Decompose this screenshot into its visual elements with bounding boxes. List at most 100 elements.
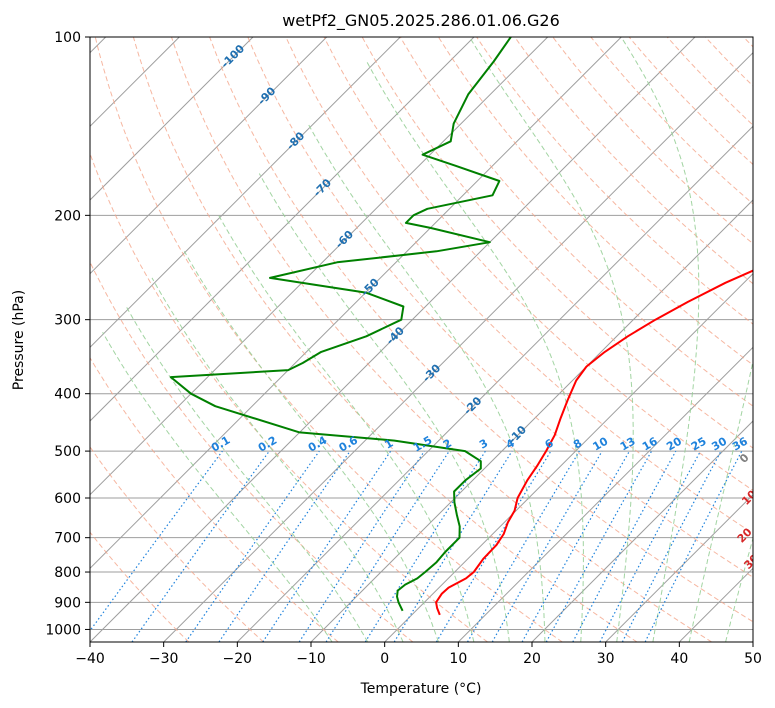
adiabat-label: 30 xyxy=(741,552,761,572)
y-tick-label: 600 xyxy=(54,491,81,507)
isotherm-line xyxy=(90,37,475,422)
dry-adiabat-line xyxy=(399,37,753,407)
isotherm-line xyxy=(531,420,753,642)
mixing-ratio-line xyxy=(545,450,653,642)
dry-adiabat-line xyxy=(704,37,753,87)
mixing-ratio-line xyxy=(90,450,223,632)
moist-adiabat-line xyxy=(725,536,753,642)
mixing-ratio-line xyxy=(572,450,677,642)
y-tick-label: 700 xyxy=(54,531,81,547)
x-tick-label: 20 xyxy=(523,651,541,667)
y-tick-label: 300 xyxy=(54,313,81,329)
dry-adiabat-line xyxy=(90,446,264,642)
y-tick-label: 500 xyxy=(54,444,81,460)
dry-adiabat-line xyxy=(437,37,753,366)
dry-adiabat-line xyxy=(209,37,753,623)
moist-adiabat-line xyxy=(366,61,584,642)
adiabat-label: 20 xyxy=(735,525,755,545)
isotherm-line xyxy=(384,272,753,642)
x-tick-label: −40 xyxy=(75,651,105,667)
adiabat-label: 40 xyxy=(765,580,775,600)
mixing-ratio-label: 1 xyxy=(382,437,395,452)
isotherm-line xyxy=(90,37,549,496)
dry-adiabat-line xyxy=(90,356,339,642)
y-tick-label: 400 xyxy=(54,387,81,403)
y-axis: 100 200 300 400 500 600 700 800 900 1000 xyxy=(45,30,90,638)
chart-title: wetPf2_GN05.2025.286.01.06.G26 xyxy=(282,11,560,31)
isotherm-line xyxy=(163,51,753,642)
dry-adiabat-line xyxy=(90,260,414,642)
plot-annotations: 0.1 0.2 0.4 0.6 1 1.5 2 3 4 6 8 10 13 16 20 25 30 36-100-… xyxy=(209,42,775,600)
dry-adiabat-line xyxy=(361,37,753,449)
mixing-ratio-line xyxy=(325,450,450,642)
dry-adiabat-line xyxy=(90,531,190,642)
isotherm-line xyxy=(310,199,753,642)
mixing-ratio-line xyxy=(521,450,631,642)
mixing-ratio-line xyxy=(599,450,702,642)
mixing-ratio-line xyxy=(218,450,351,642)
moist-adiabat-line xyxy=(151,277,404,642)
x-tick-label: 10 xyxy=(449,651,467,667)
x-tick-label: −10 xyxy=(296,651,326,667)
mixing-ratio-line xyxy=(621,450,722,642)
plot-background xyxy=(90,37,753,642)
isotherm-line xyxy=(605,493,753,642)
x-tick-label: 30 xyxy=(597,651,615,667)
dry-adiabat-line xyxy=(666,37,753,126)
dry-adiabat-line xyxy=(476,37,753,325)
dry-adiabat-line xyxy=(171,37,712,642)
moist-adiabat-line xyxy=(620,37,700,642)
isotherm-line xyxy=(90,37,254,201)
moist-adiabat-line xyxy=(307,123,546,642)
plot-series xyxy=(169,37,753,616)
plot-frame xyxy=(89,36,754,643)
isotherm-line xyxy=(90,37,696,642)
x-tick-label: −30 xyxy=(149,651,179,667)
x-axis: −40 −30 −20 −10 0 10 20 30 40 50 xyxy=(75,642,762,667)
moist-adiabat-line xyxy=(258,173,510,642)
isotherm-label: -60 xyxy=(333,228,356,251)
dry-adiabat-line xyxy=(590,37,753,205)
x-axis-label: Temperature (°C) xyxy=(360,681,482,697)
isotherm-label: -90 xyxy=(255,84,278,107)
dry-adiabat-line xyxy=(90,152,488,642)
isotherm-line xyxy=(236,125,753,642)
y-tick-label: 900 xyxy=(54,595,81,611)
dry-adiabat-line xyxy=(94,37,563,642)
isotherm-label: -40 xyxy=(384,324,407,347)
dry-adiabat-line xyxy=(743,37,753,48)
dewpoint-profile-line xyxy=(169,37,512,612)
x-tick-label: 50 xyxy=(744,651,762,667)
x-tick-label: −20 xyxy=(223,651,253,667)
mixing-ratio-line xyxy=(185,450,320,642)
y-tick-label: 100 xyxy=(54,30,81,46)
mixing-ratio-line xyxy=(131,450,270,642)
y-tick-label: 1000 xyxy=(45,622,81,638)
isotherm-line xyxy=(457,346,753,642)
dry-adiabat-line xyxy=(552,37,753,245)
y-tick-label: 800 xyxy=(54,565,81,581)
moist-adiabat-line xyxy=(102,331,333,642)
dry-adiabat-line xyxy=(285,37,753,534)
adiabat-label: 0 xyxy=(737,451,752,466)
mixing-ratio-line xyxy=(298,450,425,642)
mixing-ratio-label: 6 xyxy=(543,436,556,451)
dry-adiabat-line xyxy=(323,37,753,491)
isotherm-line xyxy=(752,641,753,642)
x-tick-label: 40 xyxy=(670,651,688,667)
moist-adiabat-line xyxy=(469,37,634,642)
x-tick-label: 0 xyxy=(380,651,389,667)
isotherm-line xyxy=(678,567,753,642)
mixing-ratio-line xyxy=(262,450,392,642)
mixing-ratio-line xyxy=(393,450,513,642)
temperature-profile-line xyxy=(435,269,753,616)
moist-adiabat-line xyxy=(218,215,475,642)
mixing-ratio-line xyxy=(644,450,743,642)
y-tick-label: 200 xyxy=(54,208,81,224)
mixing-ratio-label: 3 xyxy=(477,437,490,452)
isotherm-line xyxy=(90,37,622,570)
isotherm-line xyxy=(90,37,401,349)
moist-adiabat-line xyxy=(688,358,753,642)
y-axis-label: Pressure (hPa) xyxy=(11,290,27,390)
